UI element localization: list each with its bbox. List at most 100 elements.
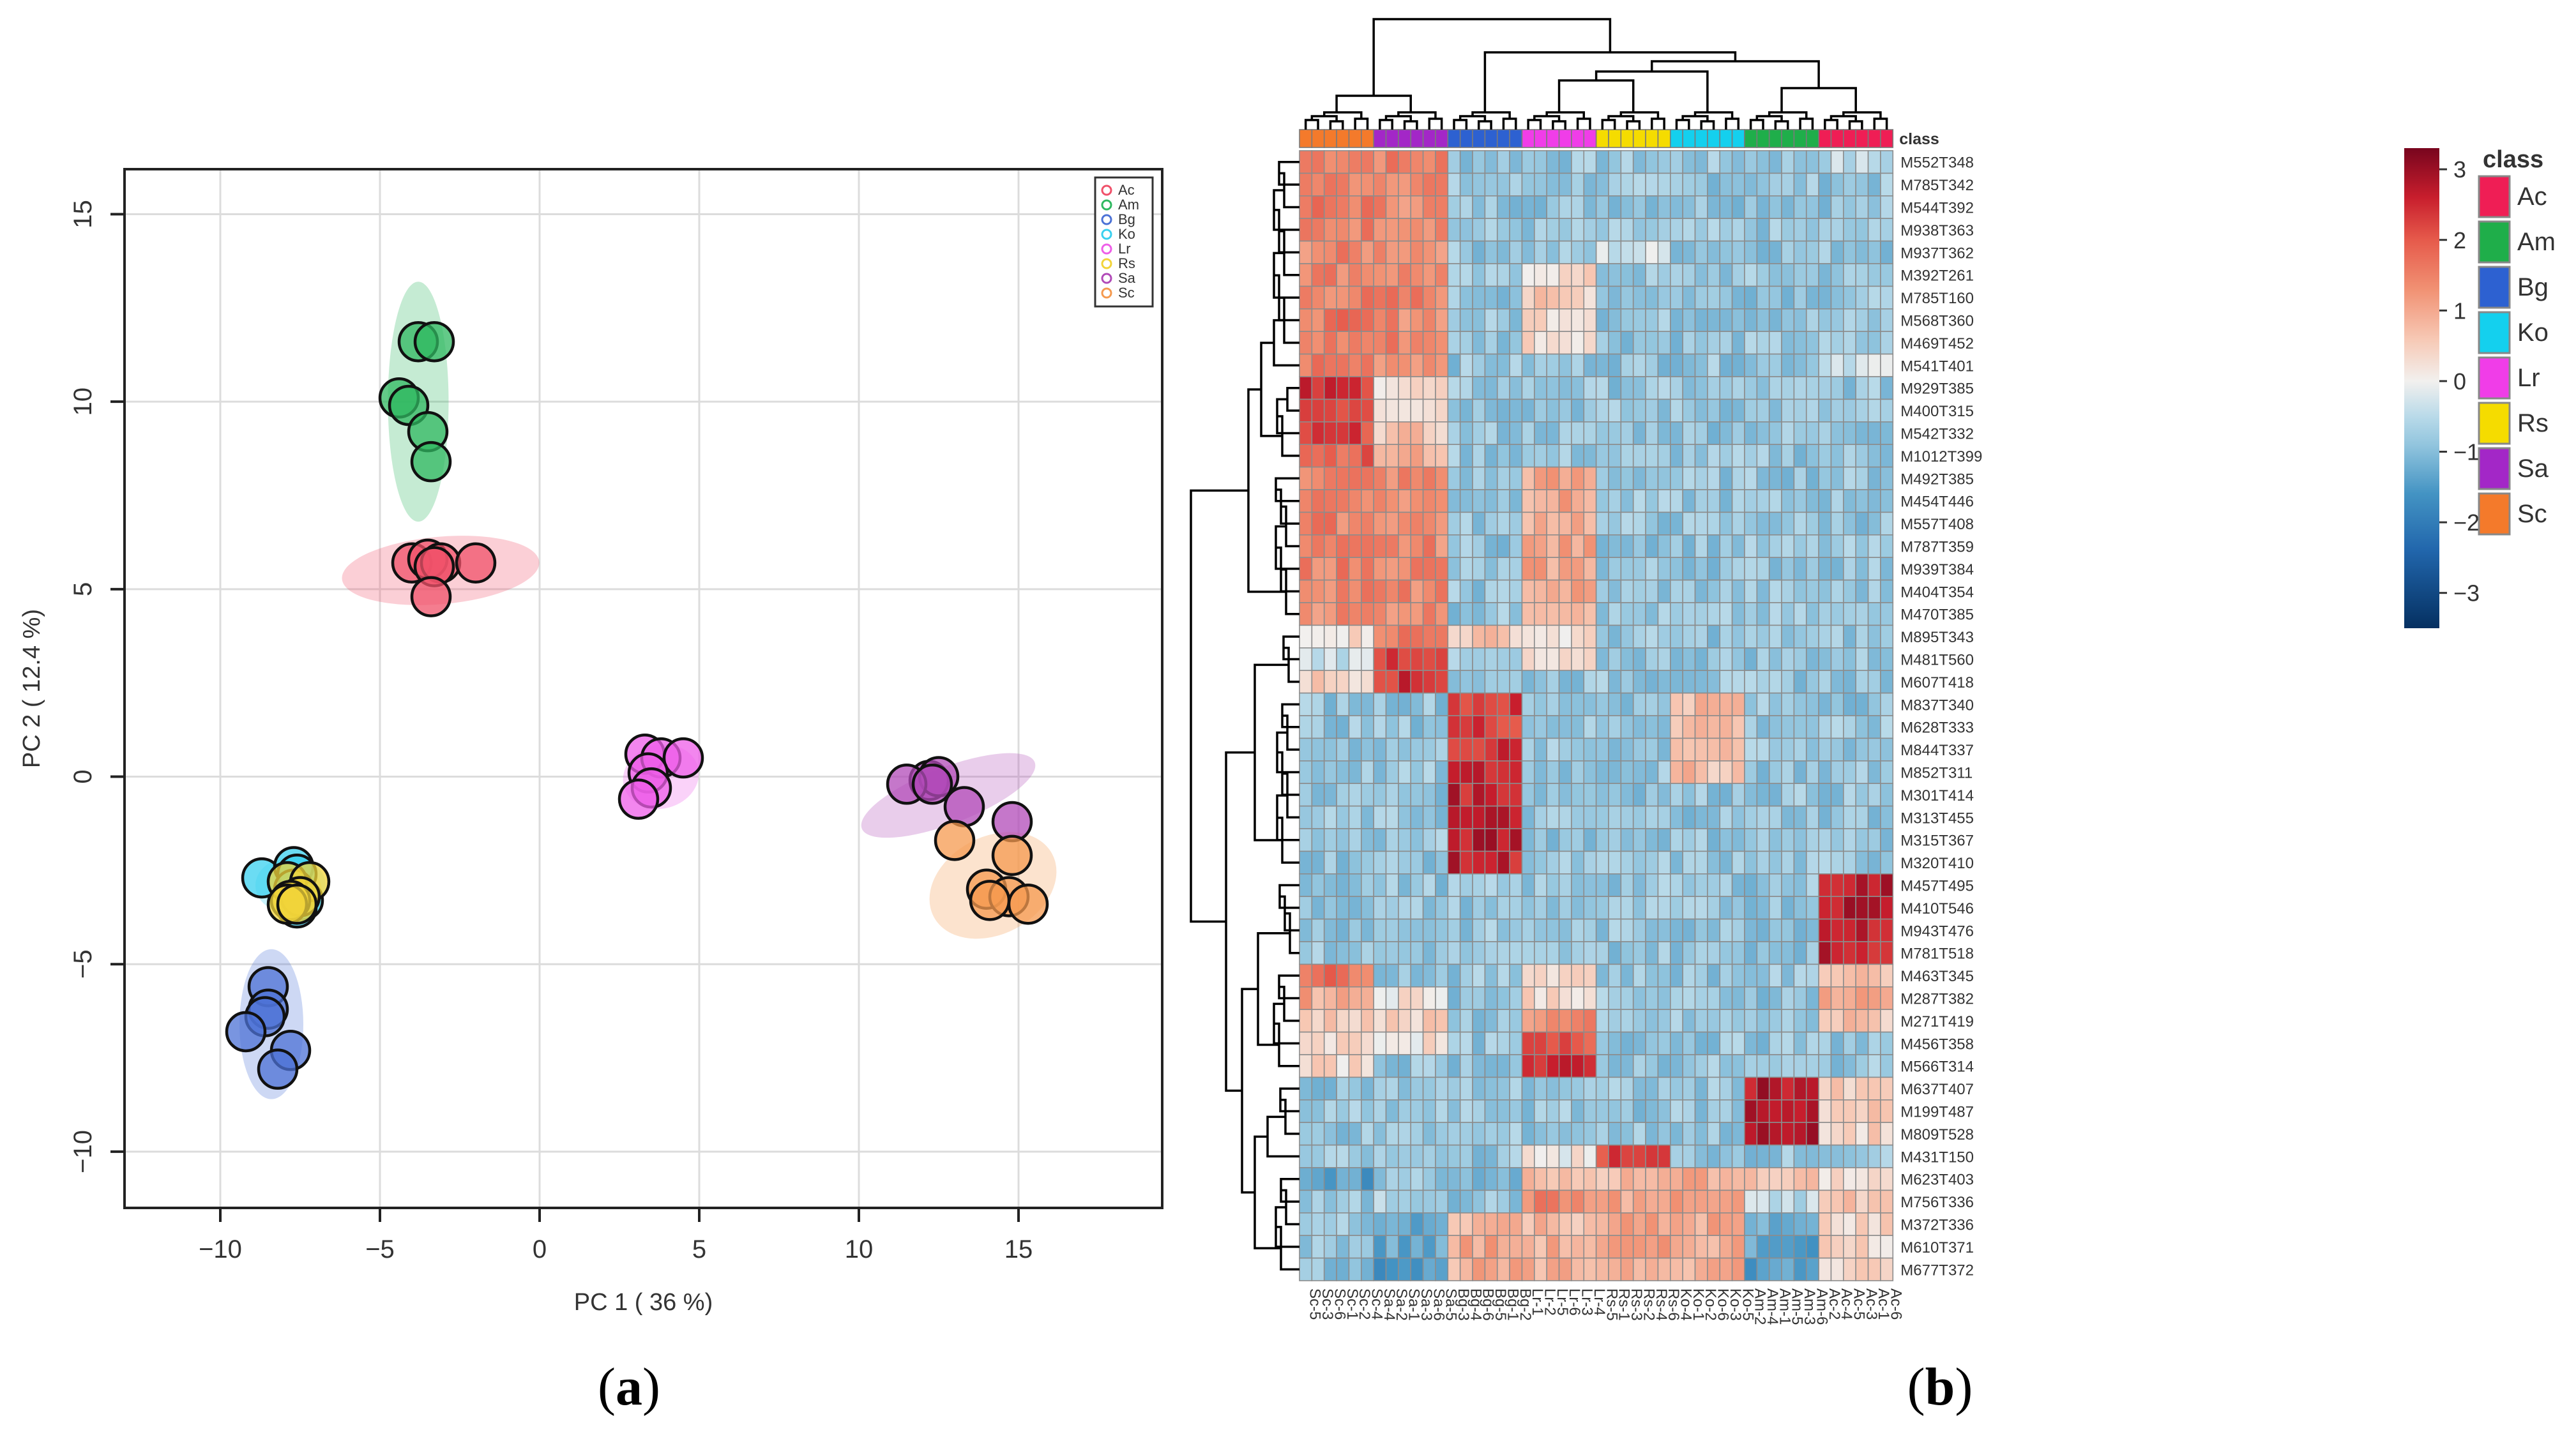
heatmap-cell <box>1608 941 1622 965</box>
heatmap-cell <box>1719 760 1733 785</box>
heatmap-cell <box>1472 1235 1486 1259</box>
heatmap-cell <box>1781 783 1795 807</box>
heatmap-cell <box>1867 602 1881 626</box>
heatmap-cell <box>1620 963 1634 988</box>
heatmap-cell <box>1632 218 1646 242</box>
heatmap-cell <box>1299 263 1313 287</box>
heatmap-cell <box>1447 805 1461 829</box>
heatmap-cell <box>1818 805 1832 829</box>
heatmap-cell <box>1373 850 1387 875</box>
heatmap-cell <box>1719 1031 1733 1055</box>
heatmap-cell <box>1867 489 1881 513</box>
heatmap-cell <box>1781 308 1795 332</box>
heatmap-cell <box>1756 737 1770 762</box>
heatmap-cell <box>1410 1054 1424 1078</box>
heatmap-cell <box>1818 1189 1832 1214</box>
heatmap-cell <box>1867 624 1881 649</box>
heatmap-cell <box>1682 511 1696 536</box>
heatmap-cell <box>1484 534 1498 558</box>
heatmap-cell <box>1496 1167 1510 1191</box>
heatmap-cell <box>1744 398 1758 423</box>
heatmap-cell <box>1558 1144 1572 1168</box>
heatmap-cell <box>1447 1054 1461 1078</box>
heatmap-cell <box>1608 918 1622 942</box>
heatmap-cell <box>1744 376 1758 400</box>
heatmap-cell <box>1546 715 1560 739</box>
heatmap-cell <box>1558 1257 1572 1281</box>
heatmap-cell <box>1608 489 1622 513</box>
heatmap-cell <box>1818 1076 1832 1101</box>
heatmap-cell <box>1756 353 1770 377</box>
heatmap-cell <box>1632 760 1646 785</box>
heatmap-cell <box>1422 398 1436 423</box>
heatmap-cell <box>1459 579 1473 603</box>
heatmap-cell <box>1781 285 1795 310</box>
heatmap-cell <box>1410 1167 1424 1191</box>
heatmap-cell <box>1855 783 1869 807</box>
heatmap-cell <box>1583 1031 1597 1055</box>
heatmap-cell <box>1768 963 1782 988</box>
heatmap-cell <box>1323 737 1337 762</box>
heatmap-cell <box>1818 263 1832 287</box>
heatmap-cell <box>1645 647 1659 671</box>
heatmap-cell <box>1373 1235 1387 1259</box>
heatmap-cell <box>1793 398 1807 423</box>
heatmap-cell <box>1880 647 1894 671</box>
heatmap-cell <box>1830 263 1844 287</box>
heatmap-cell <box>1744 1144 1758 1168</box>
row-label: M313T455 <box>1900 810 1974 827</box>
heatmap-cell <box>1410 805 1424 829</box>
heatmap-cell <box>1385 1009 1399 1033</box>
heatmap-cell <box>1583 1167 1597 1191</box>
heatmap-cell <box>1509 263 1523 287</box>
heatmap-cell <box>1422 805 1436 829</box>
row-label: M781T518 <box>1900 946 1974 963</box>
heatmap-cell <box>1756 511 1770 536</box>
heatmap-cell <box>1707 172 1721 197</box>
heatmap-cell <box>1509 783 1523 807</box>
heatmap-cell <box>1447 783 1461 807</box>
heatmap-cell <box>1484 760 1498 785</box>
heatmap-cell <box>1768 511 1782 536</box>
heatmap-cell <box>1781 760 1795 785</box>
heatmap-cell <box>1546 1009 1560 1033</box>
heatmap-cell <box>1484 557 1498 581</box>
heatmap-cell <box>1546 308 1560 332</box>
heatmap-cell <box>1682 489 1696 513</box>
heatmap-cell <box>1521 1212 1535 1237</box>
heatmap-cell <box>1768 805 1782 829</box>
heatmap-cell <box>1509 1167 1523 1191</box>
heatmap-cell <box>1311 172 1325 197</box>
row-label: M463T345 <box>1900 968 1974 985</box>
heatmap-cell <box>1348 715 1362 739</box>
heatmap-cell <box>1410 918 1424 942</box>
heatmap-cell <box>1719 557 1733 581</box>
heatmap-cell <box>1694 579 1708 603</box>
heatmap-cell <box>1435 285 1449 310</box>
heatmap-cell <box>1645 918 1659 942</box>
heatmap-cell <box>1484 353 1498 377</box>
heatmap-cell <box>1373 1189 1387 1214</box>
heatmap-cell <box>1781 218 1795 242</box>
heatmap-cell <box>1398 511 1412 536</box>
heatmap-cell <box>1410 1099 1424 1124</box>
heatmap-cell <box>1843 941 1857 965</box>
heatmap-cell <box>1657 557 1671 581</box>
heatmap-cell <box>1583 624 1597 649</box>
heatmap-cell <box>1682 1235 1696 1259</box>
heatmap-cell <box>1521 466 1535 490</box>
heatmap-cell <box>1620 670 1634 694</box>
heatmap-cell <box>1496 760 1510 785</box>
heatmap-cell <box>1620 511 1634 536</box>
heatmap-cell <box>1348 557 1362 581</box>
heatmap-cell <box>1707 285 1721 310</box>
heatmap-cell <box>1781 240 1795 264</box>
heatmap-cell <box>1805 1009 1819 1033</box>
heatmap-cell <box>1793 353 1807 377</box>
heatmap-cell <box>1830 602 1844 626</box>
heatmap-cell <box>1435 602 1449 626</box>
heatmap-cell <box>1645 1257 1659 1281</box>
heatmap-cell <box>1398 986 1412 1011</box>
heatmap-cell <box>1744 285 1758 310</box>
heatmap-cell <box>1855 263 1869 287</box>
